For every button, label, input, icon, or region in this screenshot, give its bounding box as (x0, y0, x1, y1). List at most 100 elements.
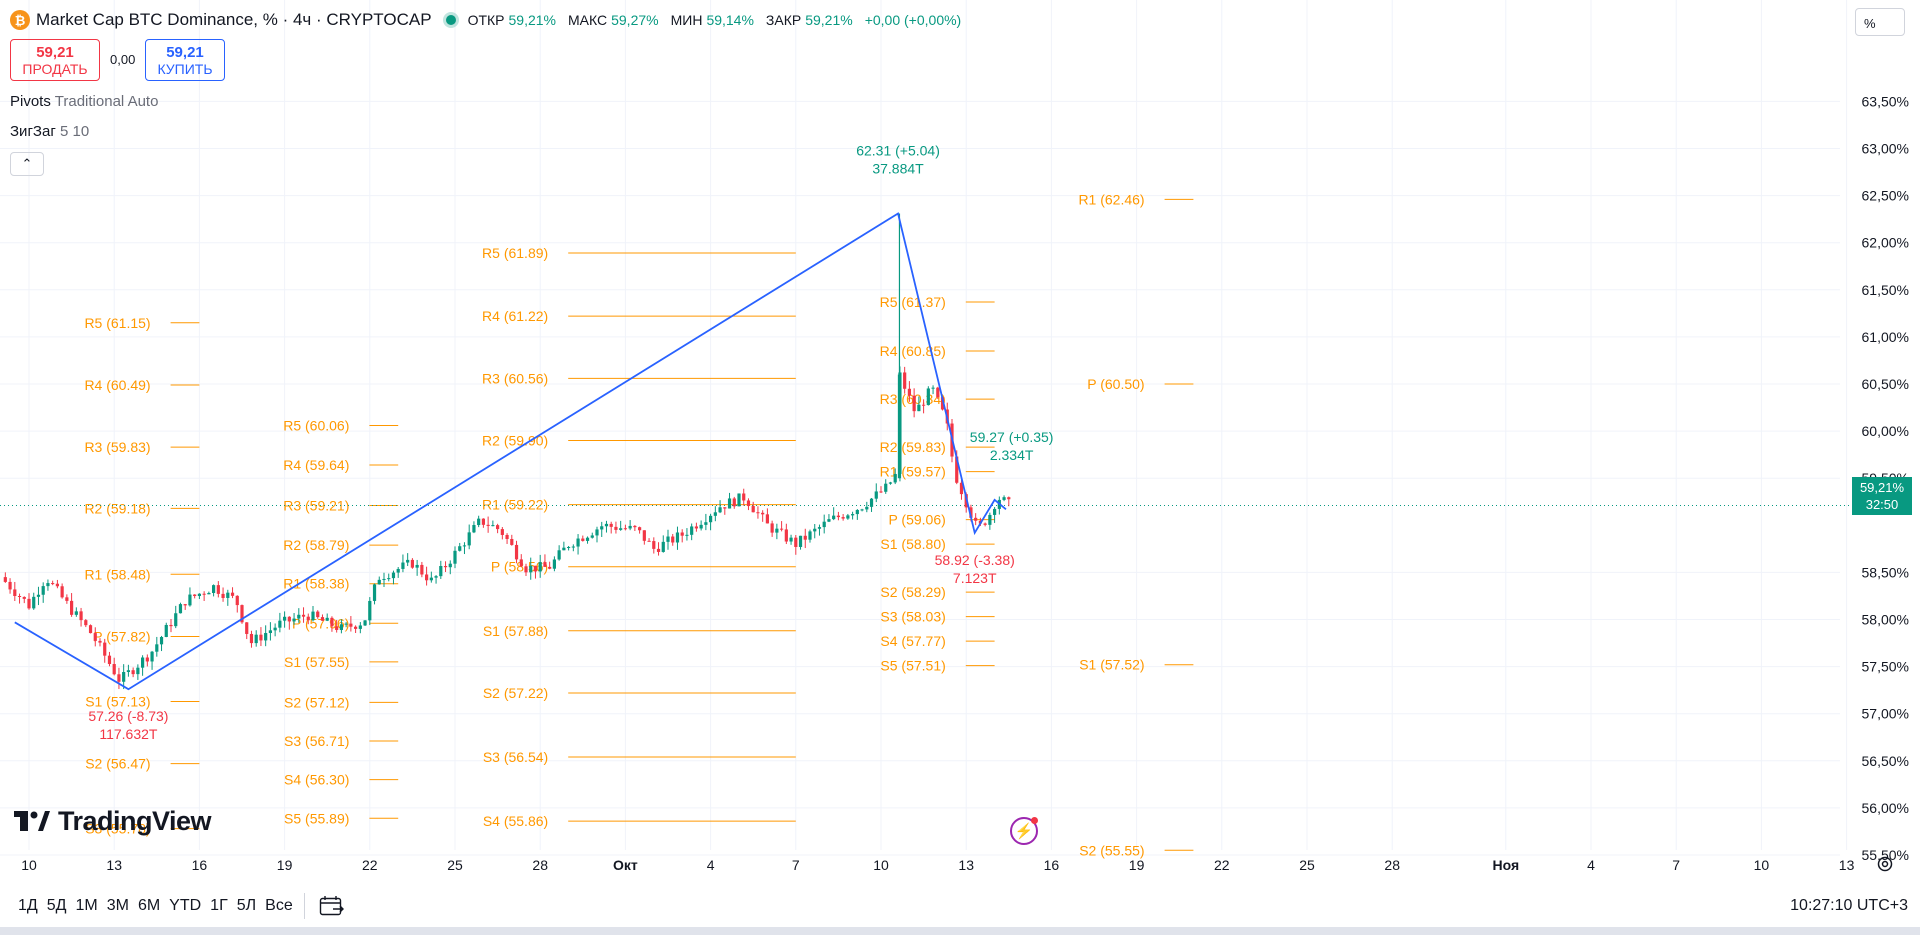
candle-body (155, 644, 159, 652)
x-tick-label: 25 (1299, 857, 1315, 873)
scale-unit-button[interactable]: % (1855, 8, 1905, 36)
candle-body (851, 514, 855, 516)
pivot-level-label: R1 (59.57) (880, 464, 946, 480)
collapse-legend-button[interactable]: ⌃ (10, 152, 44, 176)
range-all[interactable]: Все (265, 897, 293, 914)
candle-body (751, 506, 755, 513)
candle-body (671, 536, 675, 543)
clock[interactable]: 10:27:10 UTC+3 (1790, 897, 1908, 914)
candle-body (491, 525, 495, 527)
candle-body (453, 550, 457, 564)
candle-body (391, 572, 396, 579)
candle-body (84, 620, 88, 626)
candle-body (727, 498, 732, 509)
candle-body (770, 523, 774, 533)
buy-button[interactable]: 59,21 КУПИТЬ (145, 39, 225, 81)
pivot-level-label: S1 (57.52) (1079, 657, 1144, 673)
candle-body (406, 559, 410, 563)
settings-gear-icon[interactable] (1876, 855, 1894, 873)
y-tick-label: 60,50% (1862, 376, 1909, 392)
candle-body (41, 586, 45, 595)
pivot-level-label: R1 (59.22) (482, 497, 548, 513)
zigzag-settings: 5 10 (59, 123, 90, 140)
range-1m[interactable]: 1М (75, 897, 98, 914)
candle-body (212, 585, 216, 593)
candle-body (581, 538, 585, 541)
pivots-legend[interactable]: Pivots Traditional Auto (10, 93, 158, 110)
candle-body (775, 528, 779, 533)
sell-price: 59,21 (36, 44, 74, 61)
sell-button[interactable]: 59,21 ПРОДАТЬ (10, 39, 100, 81)
y-tick-label: 60,00% (1862, 423, 1909, 439)
candle-body (36, 594, 41, 597)
zigzag-pivot-label: 59.27 (+0.35) (970, 429, 1054, 445)
x-tick-label: 10 (1754, 857, 1770, 873)
candle-body (765, 514, 769, 524)
candle-body (410, 559, 414, 568)
toolbar-divider (303, 893, 305, 919)
candle-body (197, 593, 201, 597)
x-tick-label: 19 (277, 857, 293, 873)
candle-body (817, 527, 822, 529)
chevron-up-icon: ⌃ (21, 156, 33, 171)
range-5y[interactable]: 5Л (236, 897, 257, 914)
candle-body (661, 541, 665, 552)
x-tick-label: 22 (1214, 857, 1230, 873)
candle-body (98, 640, 102, 643)
goto-date-button[interactable] (319, 895, 345, 917)
candle-body (496, 525, 500, 530)
pivot-level-label: R3 (60.56) (482, 370, 548, 386)
pivot-level-label: R2 (59.18) (84, 500, 150, 516)
candle-body (604, 523, 609, 527)
candle-body (150, 651, 154, 662)
current-price: 59,21% (1859, 480, 1905, 495)
lightning-icon[interactable]: ⚡ (1010, 817, 1038, 845)
zigzag-legend[interactable]: ЗигЗаг 5 10 (10, 123, 89, 140)
pivot-level-label: R4 (60.85) (880, 343, 946, 359)
candle-body (794, 537, 798, 547)
tradingview-logo[interactable]: TradingView (14, 806, 212, 837)
candle-body (112, 664, 116, 675)
y-tick-label: 62,50% (1862, 188, 1909, 204)
candle-body (458, 546, 462, 551)
candle-body (178, 604, 183, 614)
range-1y[interactable]: 1Г (210, 897, 228, 914)
pivot-level-label: P (58.56) (491, 559, 548, 575)
range-6m[interactable]: 6М (137, 897, 161, 914)
candle-body (893, 473, 897, 483)
candle-body (666, 536, 670, 542)
candle-body (642, 530, 646, 541)
candle-body (481, 518, 485, 525)
candle-body (107, 655, 112, 665)
candle-body (235, 595, 239, 606)
candle-body (1002, 497, 1006, 500)
candle-body (988, 514, 992, 525)
candle-body (46, 583, 50, 587)
candle-body (306, 616, 310, 621)
range-5d[interactable]: 5Д (46, 897, 67, 914)
range-1d[interactable]: 1Д (18, 897, 38, 914)
x-tick-label: 4 (707, 857, 715, 873)
symbol-title[interactable]: Market Cap BTC Dominance, % · 4ч · CRYPT… (36, 10, 432, 29)
zigzag-line (14, 212, 1007, 691)
candle-body (145, 657, 149, 662)
x-tick-label: Ноя (1492, 857, 1519, 873)
candle-body (434, 576, 438, 578)
pivot-level-label: S4 (56.30) (284, 772, 349, 788)
range-ytd[interactable]: YTD (169, 897, 202, 914)
candle-body (756, 512, 760, 514)
candle-body (387, 578, 391, 580)
candle-body (103, 642, 107, 656)
pivot-level-label: P (59.06) (888, 512, 945, 528)
candle-body (439, 566, 443, 577)
tradingview-wordmark: TradingView (58, 806, 212, 836)
range-3m[interactable]: 3М (106, 897, 129, 914)
candle-body (609, 523, 613, 527)
candle-body (548, 566, 552, 569)
x-tick-label: 13 (106, 857, 122, 873)
candle-body (32, 596, 36, 609)
candle-body (415, 564, 419, 568)
y-tick-label: 55,50% (1862, 847, 1909, 863)
candle-body (827, 519, 831, 522)
